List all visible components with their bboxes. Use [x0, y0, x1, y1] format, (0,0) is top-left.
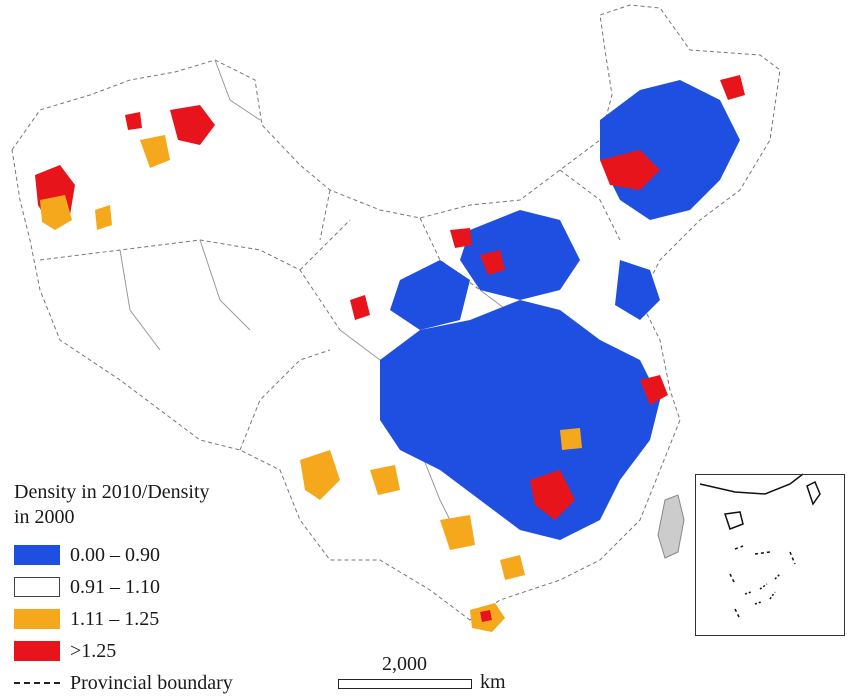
legend-item-0: 0.00 – 0.90	[14, 539, 294, 571]
legend-swatch-2	[14, 609, 60, 629]
legend-title: Density in 2010/Density in 2000	[14, 481, 210, 528]
legend-label-2: 1.11 – 1.25	[70, 607, 160, 630]
taiwan-island	[657, 494, 685, 559]
legend: Density in 2010/Density in 2000 0.00 – 0…	[14, 480, 294, 699]
hainan-island	[470, 603, 505, 632]
density-patches-orange	[40, 135, 582, 580]
legend-item-1: 0.91 – 1.10	[14, 571, 294, 603]
legend-swatch-0	[14, 545, 60, 565]
legend-swatch-1	[14, 577, 60, 597]
legend-item-3: >1.25	[14, 635, 294, 667]
scale-unit: km	[480, 671, 506, 693]
dashed-line-icon	[14, 682, 60, 684]
legend-swatch-3	[14, 641, 60, 661]
south-china-sea-inset-map	[699, 473, 821, 620]
legend-label-3: >1.25	[70, 639, 117, 662]
density-patches-blue	[380, 80, 740, 540]
scale-value: 2,000	[382, 653, 427, 675]
scale-bar-rect	[338, 679, 472, 689]
legend-boundary: Provincial boundary	[14, 667, 294, 699]
inset-frame	[695, 474, 845, 636]
legend-item-2: 1.11 – 1.25	[14, 603, 294, 635]
legend-boundary-label: Provincial boundary	[70, 671, 233, 694]
legend-label-0: 0.00 – 0.90	[70, 543, 160, 566]
legend-label-1: 0.91 – 1.10	[70, 575, 160, 598]
scale-bar: 2,000 km	[338, 653, 518, 695]
